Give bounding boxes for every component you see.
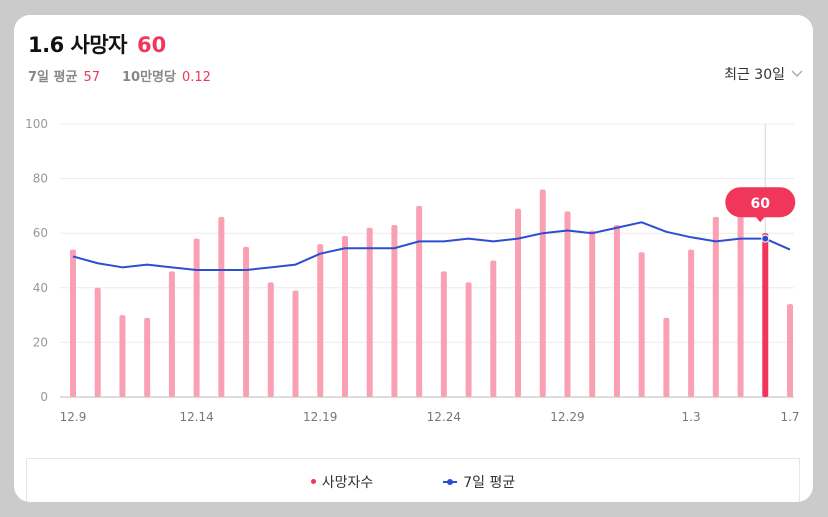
- bar: [94, 287, 101, 397]
- tooltip-pointer: [755, 216, 766, 223]
- bar: [341, 235, 348, 397]
- bar: [490, 260, 497, 397]
- tooltip-bubble: [725, 187, 796, 218]
- per-label: 10만명당: [122, 70, 176, 85]
- legend-line-marker: [443, 478, 458, 485]
- legend: 사망자수 7일 평균: [26, 458, 800, 502]
- x-tick-label: 1.7: [780, 410, 799, 424]
- avg-label: 7일 평균: [28, 70, 78, 85]
- avg-line: [72, 221, 791, 272]
- bar: [193, 238, 200, 397]
- avg-value: 57: [83, 70, 100, 85]
- period-dropdown[interactable]: 최근 30일: [724, 64, 803, 84]
- title-row: 1.6 사망자 60: [28, 29, 166, 59]
- today-count: 60: [136, 33, 167, 57]
- bar: [218, 216, 225, 397]
- y-tick-label: 40: [33, 281, 48, 295]
- avg-point: [761, 234, 770, 243]
- bar: [737, 214, 744, 397]
- bar: [539, 189, 546, 397]
- y-tick-label: 0: [40, 390, 48, 404]
- bar: [70, 249, 76, 397]
- x-tick-label: 12.24: [427, 410, 461, 424]
- bar: [440, 271, 447, 397]
- bar: [391, 225, 398, 397]
- bar: [613, 225, 620, 397]
- bar: [564, 211, 571, 397]
- y-tick-label: 80: [33, 172, 48, 186]
- bar: [119, 315, 126, 397]
- period-label: 최근 30일: [724, 67, 785, 83]
- tooltip-label: 60: [751, 196, 771, 212]
- legend-bar[interactable]: 사망자수: [310, 472, 374, 492]
- x-tick-label: 1.3: [682, 410, 701, 424]
- legend-line[interactable]: 7일 평균: [443, 472, 515, 492]
- legend-line-label: 7일 평균: [463, 474, 516, 491]
- bar: [787, 304, 793, 397]
- y-tick-label: 100: [25, 117, 48, 131]
- bar: [515, 208, 522, 397]
- bar: [267, 282, 274, 397]
- bar: [589, 230, 596, 397]
- bar: [663, 317, 670, 397]
- x-tick-label: 12.19: [303, 410, 337, 424]
- bar: [416, 205, 423, 397]
- y-tick-label: 60: [33, 226, 48, 240]
- per-value: 0.12: [181, 70, 211, 85]
- x-tick-label: 12.14: [179, 410, 213, 424]
- summary-row: 7일 평균 57 10만명당 0.12: [28, 66, 211, 85]
- bar: [292, 290, 299, 397]
- chart-card: 1.6 사망자 60 7일 평균 57 10만명당 0.12 최근 30일 0 2…: [14, 15, 813, 502]
- bar: [144, 317, 151, 397]
- bar: [712, 216, 719, 397]
- bar: [762, 233, 769, 397]
- bar: [465, 282, 472, 397]
- bar: [243, 246, 250, 397]
- legend-bar-label: 사망자수: [321, 474, 374, 491]
- bar: [168, 271, 175, 397]
- x-tick-label: 12.9: [60, 410, 87, 424]
- bar: [366, 227, 373, 397]
- bar: [638, 252, 645, 397]
- chart-svg: 0 20 40 60 80 100 12.9 12.14 12.19 12.24 12.29 1.3 1…: [25, 117, 799, 424]
- chevron-down-icon: [791, 70, 803, 77]
- legend-bar-marker: [310, 479, 316, 484]
- x-tick-label: 12.29: [550, 410, 584, 424]
- page-title: 1.6 사망자: [28, 33, 127, 57]
- bar: [688, 249, 695, 397]
- bar: [317, 244, 324, 397]
- y-tick-label: 20: [33, 335, 48, 349]
